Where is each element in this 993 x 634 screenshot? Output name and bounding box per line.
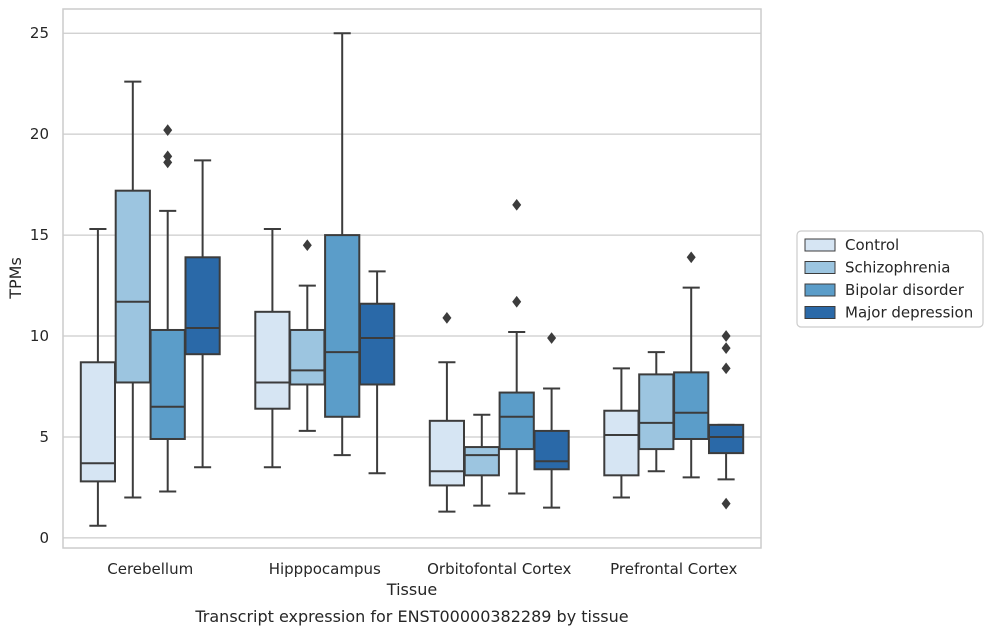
outlier-marker: [721, 362, 731, 375]
legend-swatch: [804, 283, 836, 297]
y-tick-label: 15: [30, 226, 49, 244]
plot-area-frame: [62, 8, 762, 549]
legend-swatch: [804, 238, 836, 252]
outlier-marker: [302, 239, 312, 252]
box-group-2: [428, 198, 570, 513]
box-bipolar-disorder: [498, 391, 535, 451]
legend: Control Schizophrenia Bipolar disorder Majo…: [796, 230, 984, 328]
y-tick-label: 10: [30, 327, 49, 345]
legend-swatch: [804, 261, 836, 274]
box-major-depression: [533, 429, 570, 471]
outlier-marker: [163, 156, 173, 169]
box-bipolar-disorder: [673, 371, 710, 440]
x-axis-ticks: Cerebellum Hipppocampus Orbitofontal Corte…: [107, 560, 737, 578]
outlier-marker: [442, 312, 452, 324]
box-bipolar-disorder: [324, 234, 361, 418]
y-tick-label: 25: [30, 24, 49, 42]
box-major-depression: [184, 256, 221, 356]
outlier-marker: [512, 295, 522, 308]
box-group-3: [603, 251, 745, 510]
outlier-marker: [547, 332, 557, 344]
box-bipolar-disorder: [149, 328, 186, 440]
outlier-marker: [721, 497, 731, 510]
y-tick-label: 5: [39, 428, 49, 446]
x-tick-label: Orbitofontal Cortex: [427, 560, 571, 578]
y-axis-label: TPMs: [6, 257, 25, 300]
box-major-depression: [358, 302, 396, 386]
box-schizophrenia: [289, 328, 326, 386]
legend-label: Control: [845, 236, 899, 254]
legend-swatch: [804, 306, 836, 319]
x-tick-label: Cerebellum: [107, 560, 193, 578]
box-major-depression: [707, 423, 745, 455]
box-group-1: [254, 32, 396, 475]
box-group-0: [79, 80, 221, 527]
x-tick-label: Prefrontal Cortex: [610, 560, 737, 578]
box-schizophrenia: [463, 446, 500, 477]
x-axis-label: Tissue: [386, 580, 437, 599]
y-axis-ticks: 0 5 10 15 20 25: [30, 24, 49, 547]
outlier-marker: [512, 198, 522, 211]
outlier-marker: [721, 342, 731, 354]
x-tick-label: Hipppocampus: [269, 560, 381, 578]
box-control: [428, 419, 466, 487]
y-tick-label: 20: [30, 125, 49, 143]
box-control: [254, 310, 291, 410]
outlier-marker: [163, 150, 173, 163]
box-schizophrenia: [114, 189, 151, 384]
box-groups: [79, 32, 745, 527]
outlier-marker: [686, 251, 696, 264]
box-control: [79, 361, 117, 483]
box-schizophrenia: [638, 373, 675, 451]
legend-label: Schizophrenia: [845, 259, 950, 277]
box-control: [603, 409, 640, 477]
chart-caption: Transcript expression for ENST0000038228…: [194, 607, 628, 626]
y-tick-label: 0: [39, 529, 49, 547]
legend-label: Major depression: [845, 304, 973, 322]
legend-frame: [796, 230, 984, 328]
outlier-marker: [721, 330, 731, 342]
legend-label: Bipolar disorder: [845, 281, 965, 299]
outlier-marker: [163, 124, 173, 136]
